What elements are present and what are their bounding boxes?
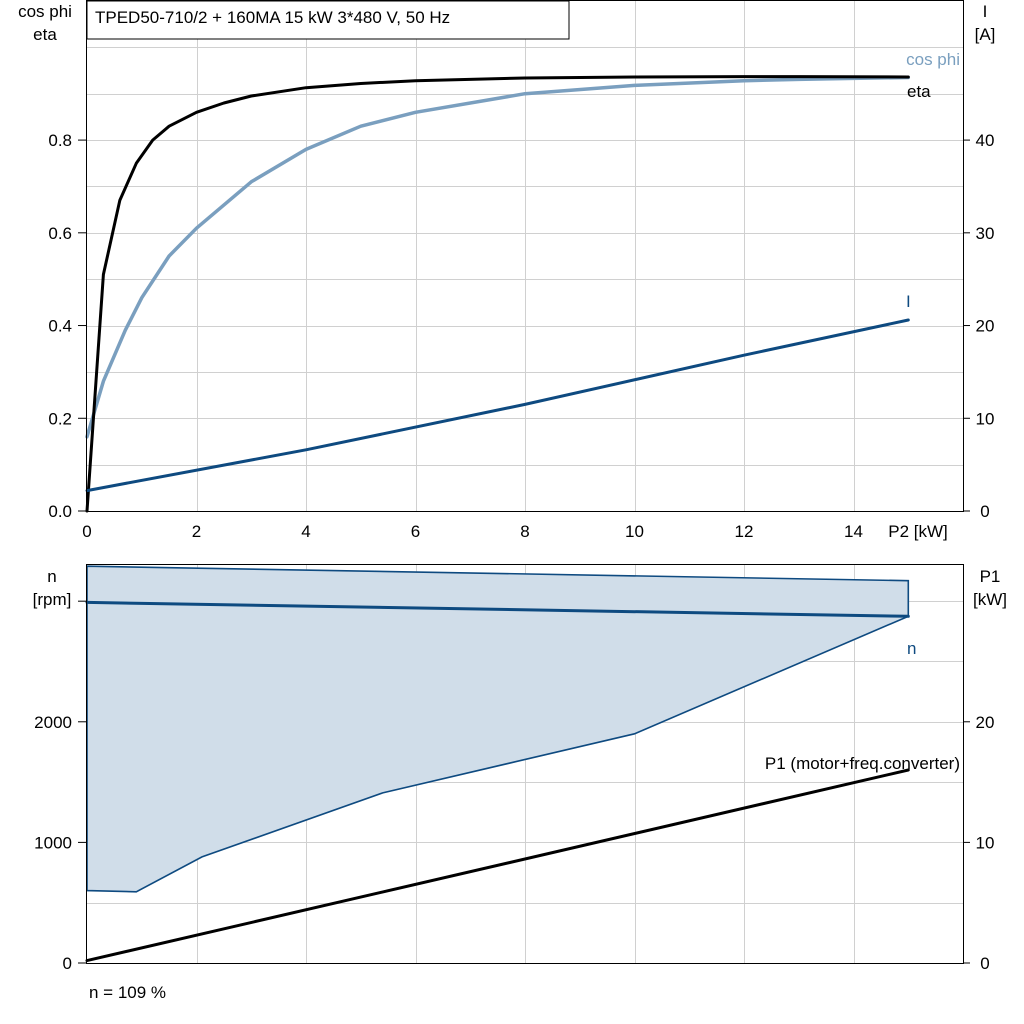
power-tick-label: 10 [976,833,995,852]
y-left-tick-label: 0.4 [48,317,72,336]
series-lines [85,75,911,963]
y-right-tick-label: 20 [976,317,995,336]
y-left-tick-label: 0.8 [48,131,72,150]
series-label-speed: n [907,639,916,658]
x-tick-label: 10 [625,522,644,541]
speed-tick-label: 0 [63,954,72,973]
power-axis-label-line1: P1 [980,567,1001,586]
x-tick-label: 0 [82,522,91,541]
power-tick-label: 20 [976,713,995,732]
x-tick-label: 14 [844,522,863,541]
y-left-tick-label: 0.0 [48,502,72,521]
bottom-plot-frame [86,564,964,964]
power-tick-label: 0 [980,954,989,973]
series-label-eta: eta [907,82,931,101]
x-axis-label: P2 [kW] [888,522,948,541]
tick-labels: 0 2 4 6 8 10 12 14 0.0 0.2 0.4 0.6 0.8 0 10 20 30 40 0 1000… [34,131,994,973]
power-axis-label-line2: [kW] [973,590,1007,609]
y-left-label-line2: eta [33,25,57,44]
y-right-label-line2: [A] [975,25,996,44]
y-right-label-line1: I [983,2,988,21]
speed-percent-note: n = 109 % [89,983,166,1002]
x-tick-label: 6 [411,522,420,541]
title-box [86,0,570,40]
y-left-tick-label: 0.6 [48,224,72,243]
y-right-tick-label: 30 [976,224,995,243]
speed-range-area [86,565,910,893]
speed-axis-label-line1: n [47,567,56,586]
y-left-label-line1: cos phi [18,2,72,21]
top-grid [87,1,963,511]
y-left-tick-label: 0.2 [48,409,72,428]
speed-curve [85,600,910,618]
speed-tick-label: 2000 [34,713,72,732]
speed-range-polygon [86,565,910,893]
series-label-current: I [906,292,911,311]
y-right-tick-label: 40 [976,131,995,150]
chart-title: TPED50-710/2 + 160MA 15 kW 3*480 V, 50 H… [95,8,450,27]
series-label-p1: P1 (motor+freq.converter) [765,754,960,773]
x-tick-label: 2 [192,522,201,541]
x-tick-label: 4 [301,522,310,541]
series-label-cosphi: cos phi [906,50,960,69]
current-curve [85,318,910,493]
y-right-tick-label: 0 [980,502,989,521]
y-right-tick-label: 10 [976,409,995,428]
eta-curve [85,75,910,513]
speed-axis-label-line2: [rpm] [33,590,72,609]
speed-tick-label: 1000 [34,833,72,852]
x-tick-label: 12 [735,522,754,541]
p1-curve [85,768,910,963]
cosphi-curve [85,75,911,439]
x-tick-label: 8 [520,522,529,541]
